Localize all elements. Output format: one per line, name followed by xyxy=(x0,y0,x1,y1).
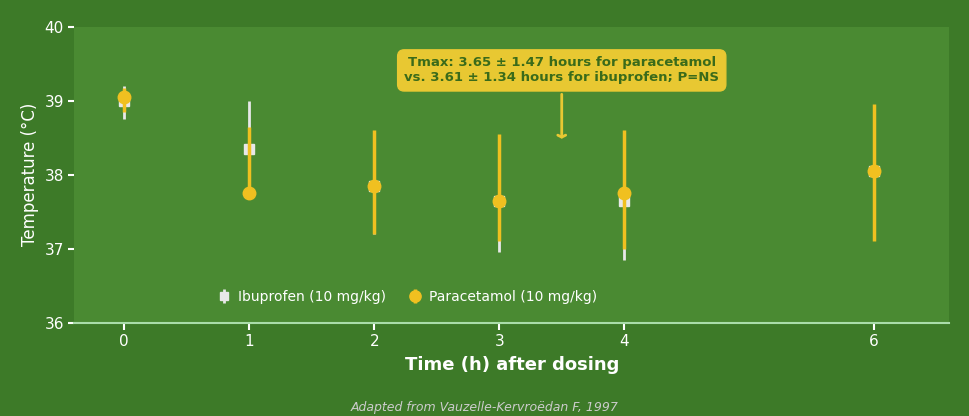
Text: Tmax: 3.65 ± 1.47 hours for paracetamol
vs. 3.61 ± 1.34 hours for ibuprofen; P=N: Tmax: 3.65 ± 1.47 hours for paracetamol … xyxy=(404,57,718,137)
X-axis label: Time (h) after dosing: Time (h) after dosing xyxy=(404,357,618,374)
Y-axis label: Temperature (°C): Temperature (°C) xyxy=(20,103,39,246)
Legend: Ibuprofen (10 mg/kg), Paracetamol (10 mg/kg): Ibuprofen (10 mg/kg), Paracetamol (10 mg… xyxy=(210,285,603,310)
Text: Adapted from Vauzelle-Kervroëdan F, 1997: Adapted from Vauzelle-Kervroëdan F, 1997 xyxy=(351,401,618,414)
